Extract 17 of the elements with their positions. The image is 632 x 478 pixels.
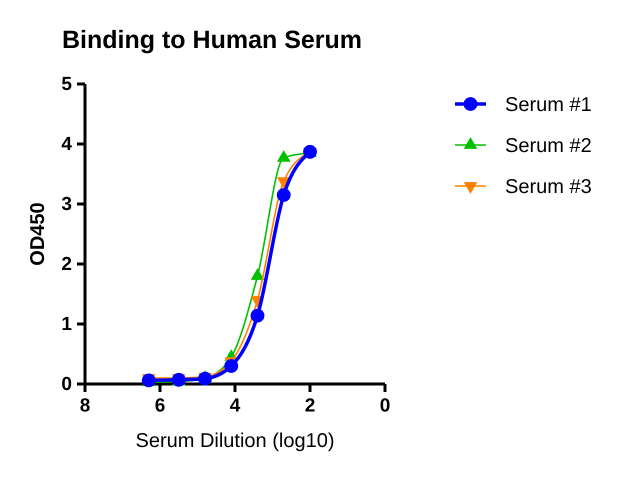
- y-tick-label: 3: [61, 194, 72, 216]
- legend-label: Serum #2: [505, 135, 592, 157]
- x-tick-label: 6: [154, 395, 166, 416]
- x-tick-label: 2: [304, 395, 316, 416]
- y-tick-label: 4: [61, 134, 72, 156]
- legend-label: Serum #1: [505, 94, 592, 116]
- x-tick-label: 4: [230, 395, 241, 416]
- y-axis-title: OD450: [27, 202, 49, 266]
- chart-title: Binding to Human Serum: [62, 26, 362, 54]
- y-tick-label: 2: [61, 254, 72, 276]
- x-tick-label: 0: [380, 395, 390, 416]
- x-axis-title: Serum Dilution (log10): [136, 430, 334, 452]
- y-tick-label: 1: [61, 314, 72, 336]
- legend-label: Serum #3: [505, 176, 592, 198]
- y-tick-label: 0: [61, 374, 72, 396]
- x-tick-label: 8: [80, 395, 90, 416]
- y-tick-label: 5: [61, 74, 72, 96]
